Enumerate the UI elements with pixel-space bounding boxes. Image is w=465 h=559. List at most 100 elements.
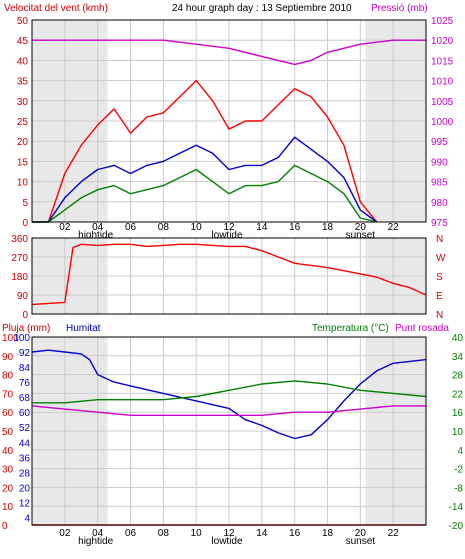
wind-direction-series (31, 243, 427, 306)
humidity-tick-label: 52 (19, 423, 31, 434)
wind-speed-tick-label: 35 (17, 77, 29, 88)
direction-degree-label: 180 (11, 272, 28, 283)
tide-sun-annotation: hightide (78, 536, 113, 547)
rain-tick-label: 0 (2, 521, 8, 532)
tide-sun-annotation: lowtide (211, 230, 243, 241)
temperature-tick-label: -14 (449, 502, 464, 513)
pressure-tick-label: 980 (431, 198, 448, 209)
tide-sun-annotation: sunset (346, 230, 376, 241)
x-tick-label: 04 (92, 222, 104, 233)
humidity-series (31, 349, 427, 440)
wind-speed-tick-label: 5 (22, 198, 28, 209)
temperature-tick-label: -2 (454, 465, 463, 476)
humidity-tick-label: 76 (19, 378, 31, 389)
x-tick-label: 16 (289, 222, 301, 233)
x-tick-label: 02 (59, 222, 71, 233)
humidity-tick-label: 12 (19, 498, 31, 509)
x-tick-label: 02 (59, 528, 71, 539)
wind-speed-tick-label: 25 (17, 117, 29, 128)
temperature-tick-label: 4 (457, 446, 463, 457)
wind-speed-tick-label: 10 (17, 178, 29, 189)
direction-degree-label: 0 (22, 310, 28, 321)
temperature-ticks: -20 -14 -8 -2 4 10 16 22 28 34 40 (449, 333, 464, 532)
x-tick-label: 18 (322, 222, 334, 233)
humidity-tick-label: 92 (19, 348, 31, 359)
compass-label: N (436, 310, 443, 321)
humidity-axis-title: Humitat (66, 323, 101, 334)
wind-gust-series (32, 79, 378, 223)
temperature-tick-label: 40 (452, 333, 464, 344)
direction-degree-ticks: 0 90 180 270 360 (11, 234, 28, 321)
dewpoint-axis-title: Punt rosada (395, 323, 449, 334)
rain-tick-label: 40 (2, 446, 14, 457)
avg-wind-series (32, 136, 378, 223)
x-tick-label: 20 (355, 528, 367, 539)
rain-tick-label: 100 (2, 333, 19, 344)
pressure-tick-label: 1025 (431, 16, 454, 27)
compass-label: S (436, 272, 443, 283)
temperature-tick-label: 16 (452, 408, 464, 419)
pressure-tick-label: 1020 (431, 36, 454, 47)
x-tick-label: 08 (158, 222, 170, 233)
x-tick-label: 14 (256, 222, 268, 233)
wind-speed-tick-label: 40 (17, 56, 29, 67)
temperature-tick-label: 10 (452, 427, 464, 438)
temperature-tick-label: 22 (452, 389, 464, 400)
chart-title: 24 hour graph day : 13 Septiembre 2010 (172, 3, 352, 14)
humidity-tick-label: 36 (19, 453, 31, 464)
pressure-tick-label: 990 (431, 157, 448, 168)
compass-label: W (436, 253, 446, 264)
x-tick-label: 10 (191, 528, 203, 539)
rain-tick-label: 20 (2, 483, 14, 494)
temperature-tick-label: -20 (449, 521, 464, 532)
humidity-tick-label: 84 (19, 363, 31, 374)
x-tick-label: 12 (223, 528, 235, 539)
rain-ticks: 0 10 20 30 40 50 60 70 80 90 100 (2, 333, 19, 532)
climate-time-ticks: 02 04 06 08 10 12 14 16 18 20 22 hightide lowtide sun… (59, 528, 399, 547)
rain-tick-label: 80 (2, 371, 14, 382)
humidity-tick-label: 100 (13, 333, 30, 344)
humidity-tick-label: 60 (19, 408, 31, 419)
wind-speed-tick-label: 15 (17, 157, 29, 168)
wind-time-ticks: 02 04 06 08 10 12 14 16 18 20 22 hightide lowtide sun… (59, 222, 399, 241)
rain-tick-label: 60 (2, 408, 14, 419)
dewpoint-series (31, 405, 426, 416)
direction-degree-label: 360 (11, 234, 28, 245)
humidity-tick-label: 44 (19, 438, 31, 449)
wind-axis-title: Velocitat del vent (kmh) (4, 3, 108, 14)
wind-speed-tick-label: 20 (17, 137, 29, 148)
wind-speed-ticks: 0 5 10 15 20 25 30 35 40 45 50 (17, 16, 29, 229)
x-tick-label: 16 (289, 528, 301, 539)
x-tick-label: 20 (355, 222, 367, 233)
wind-speed-tick-label: 50 (17, 16, 29, 27)
rain-tick-label: 30 (2, 465, 14, 476)
rain-tick-label: 10 (2, 502, 14, 513)
direction-degree-label: 90 (17, 291, 29, 302)
temperature-tick-label: -8 (454, 483, 463, 494)
direction-panel-frame (31, 237, 427, 315)
pressure-axis-title: Pressió (mb) (371, 3, 428, 14)
wind-panel-frame (31, 19, 427, 223)
rain-tick-label: 90 (2, 352, 14, 363)
humidity-tick-label: 68 (19, 393, 31, 404)
humidity-ticks: 4 12 20 28 36 44 52 60 68 76 84 92 100 (13, 333, 30, 524)
compass-label: E (436, 291, 443, 302)
rain-tick-label: 70 (2, 389, 14, 400)
pressure-ticks: 975 980 985 990 995 1000 1005 1010 1015 1020 1025 (431, 16, 454, 229)
pressure-tick-label: 1005 (431, 97, 454, 108)
pressure-tick-label: 1015 (431, 56, 454, 67)
pressure-tick-label: 985 (431, 178, 448, 189)
temperature-axis-title: Temperatura (°C) (312, 323, 389, 334)
x-tick-label: 10 (191, 222, 203, 233)
humidity-tick-label: 20 (19, 483, 31, 494)
x-tick-label: 22 (388, 528, 400, 539)
wind-speed-tick-label: 0 (22, 218, 28, 229)
wind-panel-series (32, 39, 426, 223)
x-tick-label: 22 (388, 222, 400, 233)
temperature-tick-label: 28 (452, 371, 464, 382)
pressure-tick-label: 1000 (431, 117, 454, 128)
rain-axis-title: Pluja (mm) (2, 323, 50, 334)
wind-low-series (32, 164, 377, 223)
